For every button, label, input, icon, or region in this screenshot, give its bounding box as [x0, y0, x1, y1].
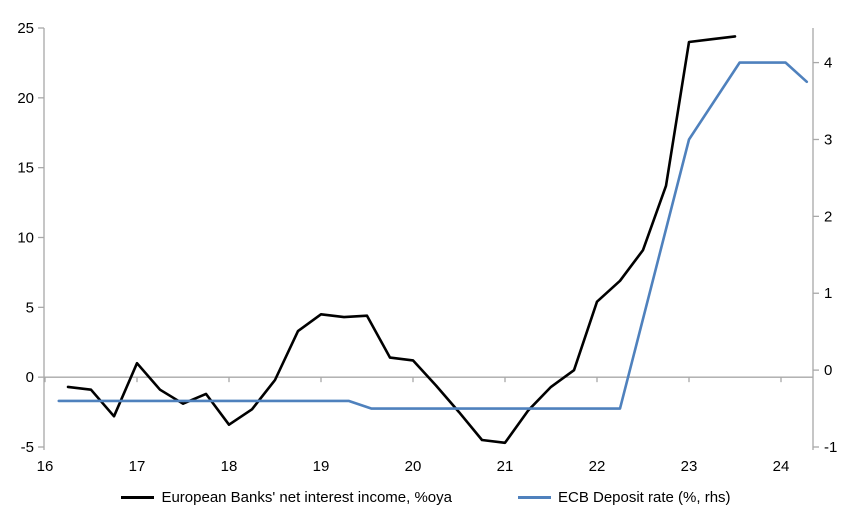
y-left-tick-label: 20	[17, 90, 34, 107]
x-tick-label: 24	[773, 458, 790, 475]
y-right-tick-label: 1	[824, 285, 832, 302]
y-right-tick-label: 2	[824, 208, 832, 225]
series-ecb-line	[57, 61, 809, 410]
x-tick-label: 23	[681, 458, 698, 475]
legend-label-nii: European Banks' net interest income, %oy…	[161, 489, 452, 506]
x-tick-label: 16	[37, 458, 54, 475]
y-left-tick-label: 15	[17, 160, 34, 177]
y-right-tick-label: -1	[824, 439, 837, 456]
y-left-tick-label: -5	[21, 439, 34, 456]
x-tick-label: 18	[221, 458, 238, 475]
legend: European Banks' net interest income, %oy…	[0, 489, 852, 506]
legend-line-nii	[121, 496, 155, 499]
x-tick-label: 19	[313, 458, 330, 475]
x-tick-label: 21	[497, 458, 514, 475]
y-left-tick-label: 10	[17, 230, 34, 247]
legend-item-nii: European Banks' net interest income, %oy…	[121, 489, 452, 506]
series-nii-line	[66, 35, 737, 445]
y-right-tick-label: 0	[824, 362, 832, 379]
y-left-tick-label: 25	[17, 20, 34, 37]
legend-line-ecb	[517, 496, 551, 499]
legend-item-ecb: ECB Deposit rate (%, rhs)	[517, 489, 731, 506]
legend-label-ecb: ECB Deposit rate (%, rhs)	[557, 489, 731, 506]
y-left-tick-label: 0	[26, 369, 34, 386]
y-right-tick-label: 3	[824, 131, 832, 148]
x-tick-label: 17	[129, 458, 146, 475]
x-tick-label: 22	[589, 458, 606, 475]
y-left-tick-label: 5	[26, 299, 34, 316]
y-right-tick-label: 4	[824, 55, 832, 72]
x-tick-label: 20	[405, 458, 422, 475]
